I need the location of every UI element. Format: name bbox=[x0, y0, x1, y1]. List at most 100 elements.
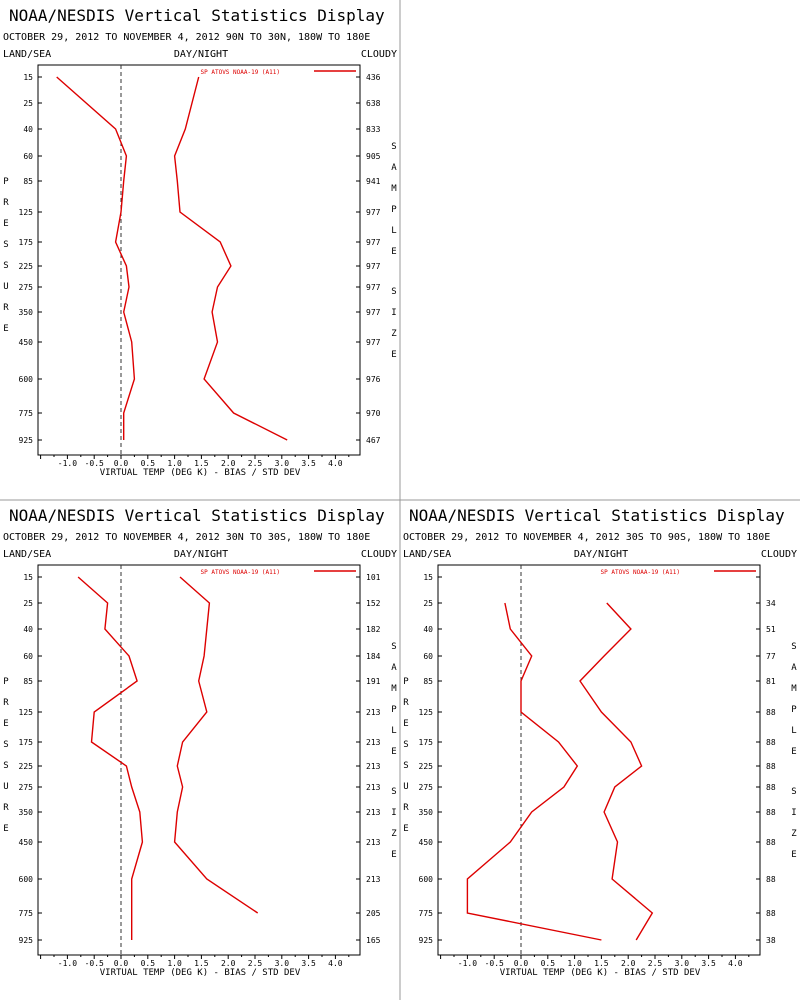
sample-axis-label-letter: L bbox=[791, 726, 796, 736]
header-cloudy: CLOUDY bbox=[361, 49, 397, 60]
sample-size-label: 152 bbox=[366, 599, 381, 608]
sample-axis-label-letter: E bbox=[791, 850, 796, 860]
sample-axis-label-letter: I bbox=[791, 808, 796, 818]
sample-size-label: 213 bbox=[366, 708, 381, 717]
pressure-level-label: 125 bbox=[19, 208, 34, 217]
pressure-level-label: 60 bbox=[423, 652, 433, 661]
sample-axis-label-letter: P bbox=[791, 705, 797, 715]
y-axis-label-letter: E bbox=[3, 719, 8, 729]
x-axis-label: VIRTUAL TEMP (DEG K) - BIAS / STD DEV bbox=[100, 968, 301, 978]
plot-frame bbox=[437, 564, 761, 956]
pressure-level-label: 350 bbox=[19, 308, 34, 317]
x-tick-label: 0.0 bbox=[514, 959, 529, 968]
header-day-night: DAY/NIGHT bbox=[574, 549, 628, 560]
x-tick-label: 4.0 bbox=[328, 459, 343, 468]
legend-label: SP ATOVS NOAA-19 (A11) bbox=[201, 569, 280, 576]
y-axis-label-letter: S bbox=[403, 761, 408, 771]
pressure-level-label: 175 bbox=[19, 738, 34, 747]
pressure-level-label: 85 bbox=[23, 177, 33, 186]
pressure-level-label: 15 bbox=[423, 573, 433, 582]
pressure-level-label: 15 bbox=[23, 573, 33, 582]
sample-size-label: 977 bbox=[366, 338, 381, 347]
sample-axis-label-letter: P bbox=[391, 705, 397, 715]
sample-axis-label-letter: S bbox=[791, 642, 796, 652]
x-tick-label: -0.5 bbox=[485, 959, 504, 968]
sample-size-label: 977 bbox=[366, 238, 381, 247]
sample-size-label: 213 bbox=[366, 762, 381, 771]
sample-size-label: 51 bbox=[766, 625, 776, 634]
bias-line bbox=[77, 576, 144, 940]
x-tick-label: 3.0 bbox=[675, 959, 690, 968]
pressure-level-label: 450 bbox=[19, 838, 34, 847]
sample-axis-label-letter: Z bbox=[391, 329, 397, 339]
y-axis-label-letter: R bbox=[3, 303, 9, 313]
sample-size-label: 977 bbox=[366, 308, 381, 317]
chart-subtitle: OCTOBER 29, 2012 TO NOVEMBER 4, 2012 90N… bbox=[3, 32, 370, 43]
x-tick-label: 1.0 bbox=[567, 959, 582, 968]
sample-size-label: 191 bbox=[366, 677, 381, 686]
x-tick-label: 2.5 bbox=[248, 459, 263, 468]
y-axis-label-letter: U bbox=[3, 782, 8, 792]
pressure-level-label: 125 bbox=[419, 708, 434, 717]
y-axis-label-letter: E bbox=[3, 824, 8, 834]
sample-size-label: 88 bbox=[766, 875, 776, 884]
legend-label: SP ATOVS NOAA-19 (A11) bbox=[601, 569, 680, 576]
pressure-level-label: 775 bbox=[419, 909, 434, 918]
y-axis-label-letter: U bbox=[3, 282, 8, 292]
y-axis-label-letter: U bbox=[403, 782, 408, 792]
sample-size-label: 977 bbox=[366, 283, 381, 292]
sample-axis-label-letter: M bbox=[791, 684, 797, 694]
chart-title: NOAA/NESDIS Vertical Statistics Display bbox=[9, 6, 385, 25]
x-tick-label: 3.5 bbox=[301, 459, 316, 468]
pressure-level-label: 450 bbox=[19, 338, 34, 347]
pressure-level-label: 85 bbox=[23, 677, 33, 686]
pressure-level-label: 175 bbox=[19, 238, 34, 247]
x-tick-label: 3.5 bbox=[301, 959, 316, 968]
pressure-level-label: 85 bbox=[423, 677, 433, 686]
bias-line bbox=[466, 602, 602, 941]
sample-size-label: 165 bbox=[366, 936, 381, 945]
x-tick-label: 1.5 bbox=[594, 959, 609, 968]
sample-size-label: 976 bbox=[366, 375, 381, 384]
y-axis-label-letter: R bbox=[403, 698, 409, 708]
header-day-night: DAY/NIGHT bbox=[174, 49, 228, 60]
x-axis-label: VIRTUAL TEMP (DEG K) - BIAS / STD DEV bbox=[100, 468, 301, 478]
sample-axis-label-letter: E bbox=[391, 247, 396, 257]
x-tick-label: 2.5 bbox=[248, 959, 263, 968]
sample-size-label: 81 bbox=[766, 677, 776, 686]
pressure-level-label: 60 bbox=[23, 152, 33, 161]
pressure-level-label: 60 bbox=[23, 652, 33, 661]
x-tick-label: 1.0 bbox=[167, 459, 182, 468]
y-axis-label-letter: S bbox=[403, 740, 408, 750]
x-tick-label: 1.5 bbox=[194, 459, 209, 468]
x-tick-label: 0.5 bbox=[541, 959, 556, 968]
sample-size-label: 88 bbox=[766, 708, 776, 717]
x-tick-label: -0.5 bbox=[85, 459, 104, 468]
sample-size-label: 467 bbox=[366, 436, 381, 445]
chart-subtitle: OCTOBER 29, 2012 TO NOVEMBER 4, 2012 30N… bbox=[3, 532, 370, 543]
x-tick-label: -1.0 bbox=[58, 459, 77, 468]
x-tick-label: 1.5 bbox=[194, 959, 209, 968]
pressure-level-label: 275 bbox=[19, 783, 34, 792]
x-tick-label: 2.0 bbox=[221, 459, 236, 468]
bias-line bbox=[56, 76, 136, 440]
sample-size-label: 638 bbox=[366, 99, 381, 108]
sample-size-label: 205 bbox=[366, 909, 381, 918]
pressure-level-label: 925 bbox=[419, 936, 434, 945]
sample-size-label: 88 bbox=[766, 762, 776, 771]
y-axis-label-letter: R bbox=[3, 803, 9, 813]
pressure-level-label: 40 bbox=[23, 125, 33, 134]
x-tick-label: 0.0 bbox=[114, 459, 129, 468]
sample-axis-label-letter: M bbox=[391, 184, 397, 194]
sample-size-label: 941 bbox=[366, 177, 381, 186]
x-tick-label: 3.0 bbox=[275, 959, 290, 968]
y-axis-label-letter: R bbox=[3, 198, 9, 208]
y-axis-label-letter: S bbox=[3, 261, 8, 271]
y-axis-label-letter: E bbox=[3, 219, 8, 229]
y-axis-label-letter: S bbox=[3, 740, 8, 750]
sample-axis-label-letter: S bbox=[391, 142, 396, 152]
chart-panel-3: NOAA/NESDIS Vertical Statistics Display O… bbox=[403, 506, 797, 978]
plot-frame bbox=[37, 64, 361, 456]
pressure-level-label: 25 bbox=[423, 599, 433, 608]
